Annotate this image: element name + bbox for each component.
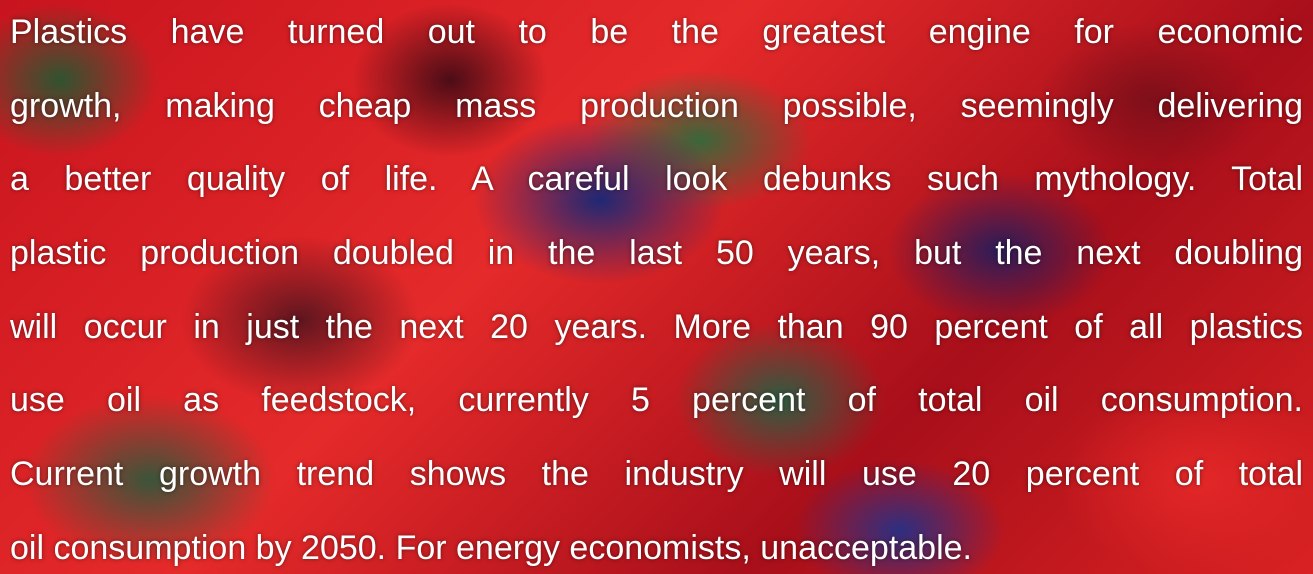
text-line: Plastics have turned out to be the great… bbox=[10, 13, 1303, 51]
text-line: plastic production doubled in the last 5… bbox=[10, 234, 1303, 273]
text-line: growth, making cheap mass production pos… bbox=[10, 86, 1303, 125]
paragraph: Plastics have turned out to be the great… bbox=[10, 0, 1303, 574]
text-line: a better quality of life. A careful look… bbox=[10, 160, 1303, 199]
text-line: use oil as feedstock, currently 5 percen… bbox=[10, 381, 1303, 420]
text-line: Current growth trend shows the industry … bbox=[10, 455, 1303, 494]
text-line: will occur in just the next 20 years. Mo… bbox=[10, 307, 1303, 346]
text-line: oil consumption by 2050. For energy econ… bbox=[10, 528, 972, 567]
